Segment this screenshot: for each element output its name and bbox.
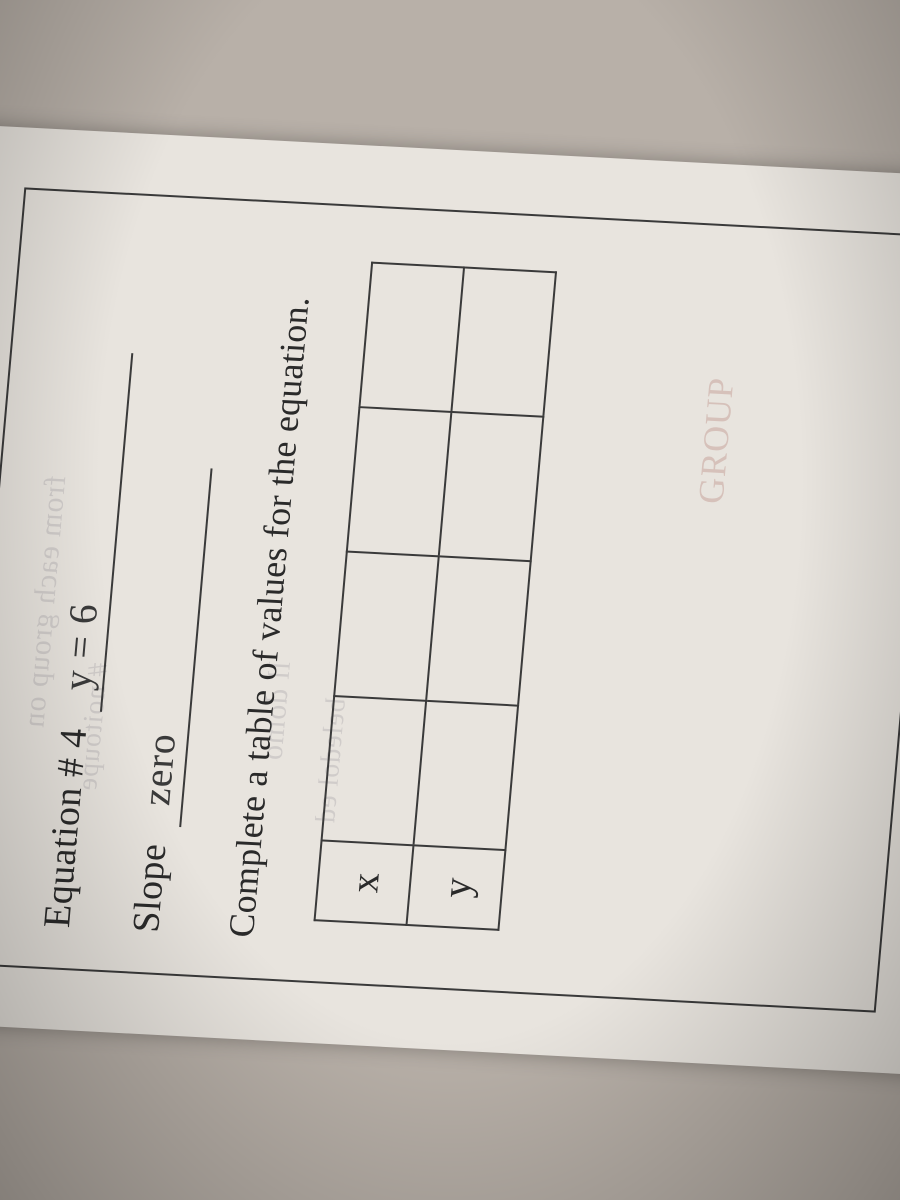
xy-table: x y	[313, 262, 557, 931]
table-cell	[451, 267, 556, 416]
worksheet-frame: Equation # 4 y = 6 Slope zero Complete a…	[0, 187, 900, 1012]
equation-blank: y = 6	[51, 350, 133, 711]
slope-value: zero	[133, 732, 184, 807]
row-header-x: x	[315, 840, 414, 925]
equation-row: Equation # 4 y = 6	[32, 233, 144, 929]
slope-blank: zero	[130, 466, 212, 827]
table-cell	[359, 263, 464, 412]
slope-row: Slope zero	[121, 238, 233, 934]
table-cell	[322, 696, 427, 845]
content-area: Equation # 4 y = 6 Slope zero Complete a…	[0, 189, 900, 1010]
slope-label: Slope	[124, 842, 176, 933]
equation-label: Equation # 4	[35, 727, 96, 929]
worksheet-paper: GROUP B from each group on # noitoupe ll…	[0, 120, 900, 1079]
table-cell	[347, 407, 452, 556]
instruction-text: Complete a table of values for the equat…	[220, 243, 323, 939]
table-cell	[334, 552, 439, 701]
xy-table-wrap: x y	[313, 248, 558, 931]
table-cell	[413, 701, 518, 850]
table-cell	[426, 556, 531, 705]
row-header-y: y	[407, 845, 506, 930]
table-cell	[439, 412, 544, 561]
equation-value: y = 6	[54, 602, 107, 692]
